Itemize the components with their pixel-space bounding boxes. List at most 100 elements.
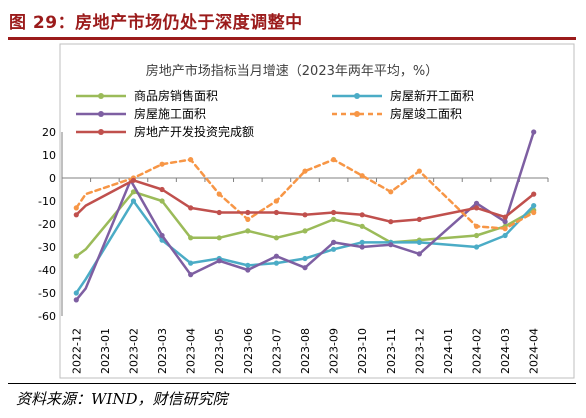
data-point [245,228,251,234]
data-point [159,198,165,204]
data-point [245,262,251,268]
data-point [416,239,422,245]
x-tick-label: 2023-02 [127,328,140,374]
data-point [302,255,308,262]
data-point [416,216,422,222]
data-point [531,203,537,209]
legend-label: 房屋竣工面积 [390,106,462,121]
data-point [359,244,365,250]
series-line-4 [75,179,535,223]
legend-marker [98,129,104,135]
legend-marker [354,93,360,99]
data-point [130,198,137,204]
data-point [416,251,422,257]
x-tick-label: 2023-09 [328,328,341,374]
data-point [159,161,165,167]
legend-marker [98,111,104,117]
x-tick-label: 2023-08 [299,328,312,374]
data-point [73,253,79,259]
data-point [473,244,480,250]
y-tick-label: -60 [38,310,56,323]
data-point [188,235,194,241]
x-tick-label: 2022-12 [70,328,83,374]
data-point [330,239,337,245]
legend-item: 房地产开发投资完成额 [76,124,254,139]
y-tick-label: 10 [42,149,56,162]
legend-item: 商品房销售面积 [76,88,218,103]
series-line-0 [75,190,535,258]
x-tick-label: 2024-02 [471,328,484,374]
data-point [359,239,365,245]
data-point [502,214,508,220]
data-point [188,260,194,266]
y-tick-label: -10 [38,195,56,208]
y-tick-label: -50 [38,287,56,300]
source-rule [8,383,576,384]
data-point [388,219,394,225]
data-point [130,189,137,195]
data-point [73,290,79,296]
legend-label: 商品房销售面积 [134,88,218,103]
data-point [359,212,365,218]
x-tick-label: 2023-10 [356,328,369,374]
data-point [388,189,394,195]
data-point [188,272,194,278]
x-tick-label: 2024-04 [528,328,541,374]
x-tick-label: 2023-11 [385,328,398,374]
data-point [216,235,222,241]
data-point [473,205,480,211]
data-point [216,258,222,264]
data-point [473,232,480,239]
data-point [531,191,537,197]
data-point [330,209,337,216]
data-point [473,200,480,206]
data-point [330,216,337,222]
legend-marker [354,111,360,117]
data-point [502,226,508,232]
legend-label: 房屋施工面积 [134,106,206,121]
data-point [502,219,508,225]
data-point [188,157,194,163]
legend-item: 房屋新开工面积 [332,88,474,103]
data-point [245,267,251,273]
legend-label: 房地产开发投资完成额 [134,124,254,139]
series-line-2 [75,130,535,302]
legend-item: 房屋施工面积 [76,106,206,121]
data-point [130,177,137,183]
x-axis: 2022-12 2023-01 2023-02 2023-03 2023-04 2023-… [61,177,549,374]
data-point [273,235,280,241]
figure-title: 图 29：房地产市场仍处于深度调整中 [9,13,303,33]
title-rule [8,37,576,40]
data-point [388,242,394,248]
data-point [416,168,422,174]
legend-label: 房屋新开工面积 [390,88,474,103]
y-tick-label: -20 [38,218,56,231]
figure-source: 资料来源：WIND，财信研究院 [16,390,228,408]
data-point [302,168,308,174]
legend-marker [98,93,104,99]
y-axis: 20 10 0 -10 -20 -30 -40 -50 -60 [38,126,63,323]
data-point [359,223,365,229]
y-tick-label: 20 [42,126,56,139]
data-point [188,205,194,211]
data-point [216,209,222,216]
data-point [216,191,222,197]
x-tick-label: 2023-07 [270,328,283,374]
data-point [302,212,308,218]
data-point [73,297,79,303]
data-point [159,186,165,193]
data-point [330,157,337,163]
data-point [73,205,79,211]
data-point [273,198,280,204]
series-lines [73,129,537,303]
data-point [330,246,337,252]
data-point [302,228,308,234]
y-tick-label: 0 [49,172,56,185]
legend-item: 房屋竣工面积 [332,106,462,121]
data-point [473,223,480,229]
data-point [502,232,508,239]
x-tick-label: 2024-03 [499,328,512,374]
data-point [359,173,365,179]
y-tick-label: -30 [38,241,56,254]
